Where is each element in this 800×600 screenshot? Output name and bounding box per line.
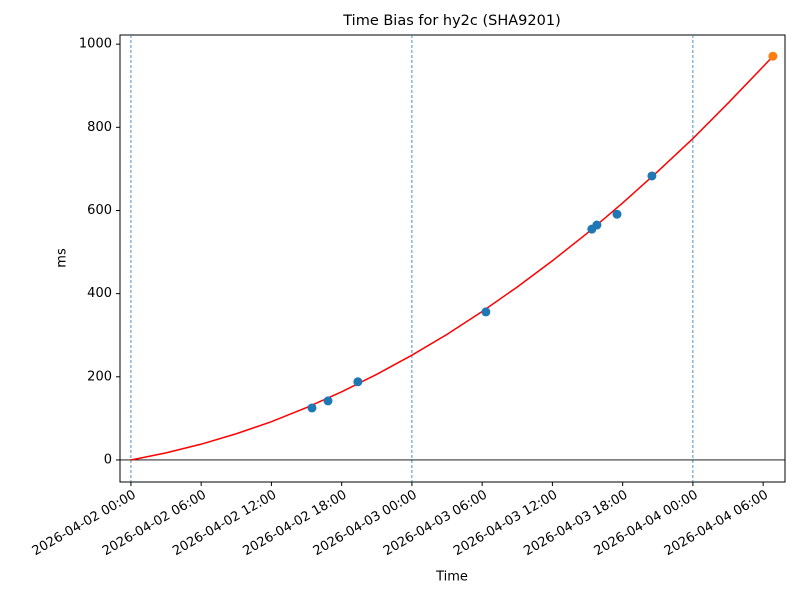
data-point bbox=[592, 220, 602, 230]
y-tick-label: 1000 bbox=[79, 37, 112, 52]
data-point bbox=[481, 307, 491, 317]
chart-title: Time Bias for hy2c (SHA9201) bbox=[342, 13, 561, 29]
data-point bbox=[353, 377, 363, 387]
x-axis-label: Time bbox=[435, 570, 468, 585]
data-point bbox=[307, 403, 317, 413]
plot-area bbox=[119, 34, 786, 483]
fit-line bbox=[130, 55, 774, 461]
data-point bbox=[647, 171, 657, 181]
y-tick-label: 400 bbox=[87, 286, 112, 301]
y-tick-label: 800 bbox=[87, 120, 112, 135]
y-tick-label: 0 bbox=[104, 452, 112, 467]
data-point bbox=[768, 51, 778, 61]
data-point bbox=[323, 396, 333, 406]
y-axis-label: ms bbox=[55, 248, 70, 268]
y-tick-label: 600 bbox=[87, 203, 112, 218]
y-tick-label: 200 bbox=[87, 369, 112, 384]
data-point bbox=[612, 209, 622, 219]
